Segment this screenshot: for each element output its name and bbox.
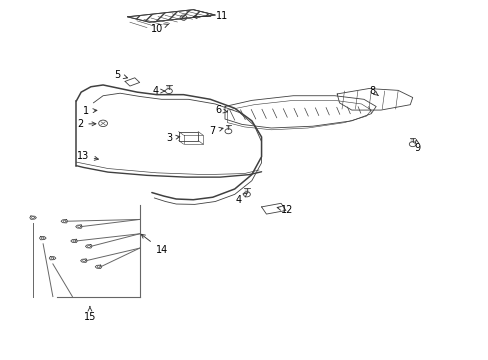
Text: 11: 11 (193, 11, 228, 21)
Text: 7: 7 (209, 126, 223, 136)
Text: 5: 5 (114, 70, 127, 80)
Text: 14: 14 (141, 234, 167, 255)
Text: 15: 15 (83, 306, 96, 322)
Text: 3: 3 (165, 133, 180, 143)
Text: 12: 12 (277, 205, 293, 215)
Text: 10: 10 (150, 24, 168, 34)
Text: 4: 4 (235, 193, 246, 205)
Text: 13: 13 (76, 151, 98, 161)
Text: 4: 4 (152, 86, 164, 96)
Text: 9: 9 (414, 140, 420, 153)
Text: 6: 6 (215, 105, 227, 115)
Text: 8: 8 (368, 86, 377, 96)
Text: 2: 2 (77, 119, 96, 129)
Text: 1: 1 (83, 106, 97, 116)
